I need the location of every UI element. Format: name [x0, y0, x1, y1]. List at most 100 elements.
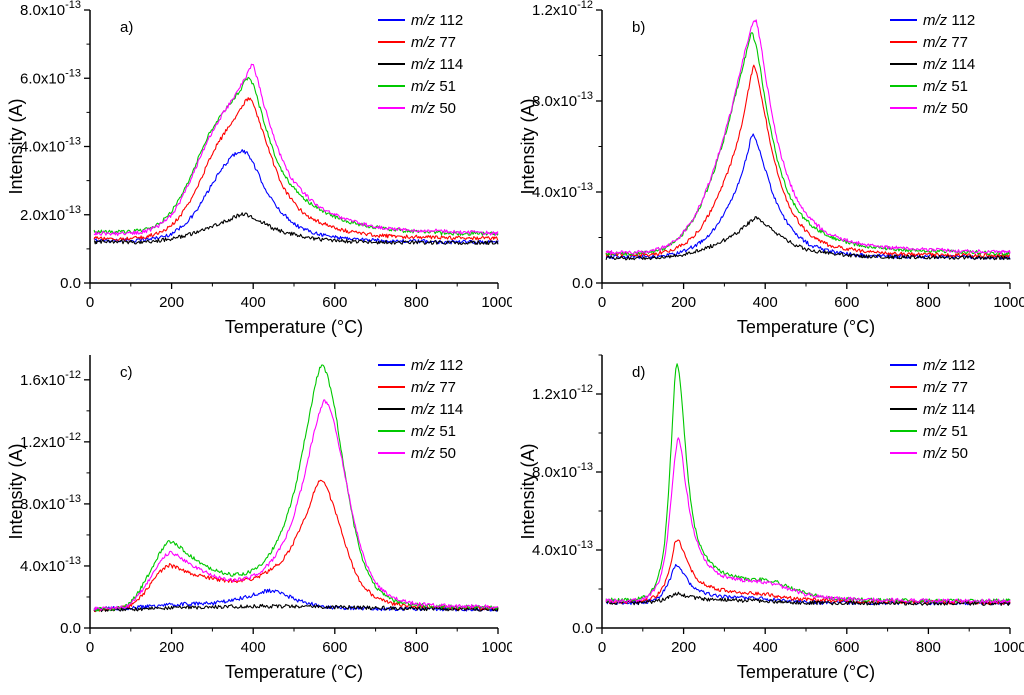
tick-label: 600: [322, 639, 347, 656]
tick-label: 4.0x10-13: [20, 555, 81, 575]
series-line-m-z-114: [93, 212, 499, 246]
series-curves: [93, 364, 499, 613]
tick-label: 200: [671, 639, 696, 656]
tick-label: 800: [916, 294, 941, 311]
y-axis-title: Intensity (A): [6, 443, 26, 539]
tick-label: 600: [834, 639, 859, 656]
tick-label: 0: [598, 639, 606, 656]
legend-label: m/z 51: [923, 78, 968, 95]
tick-label: 8.0x10-13: [532, 461, 593, 481]
x-axis-ticks: 0 200 400 600 800 1000: [86, 283, 515, 311]
legend-label: m/z 114: [411, 56, 463, 73]
y-axis-ticks: 0.0 2.0x10-13 4.0x10-13 6.0x10-13 8.0x10-13: [20, 0, 90, 292]
y-axis-ticks: 0.0 4.0x10-13 8.0x10-13 1.2x10-12 1.6x10-12: [20, 369, 90, 637]
legend-label: m/z 51: [411, 423, 456, 440]
legend-label: m/z 77: [411, 34, 456, 51]
tick-label: 800: [404, 294, 429, 311]
series-curves: [605, 19, 1011, 261]
panel-letter: a): [120, 19, 133, 36]
y-axis-title: Intensity (A): [518, 98, 538, 194]
tick-label: 600: [834, 294, 859, 311]
legend: m/z 112 m/z 77 m/z 114 m/z 51 m/z 50: [378, 357, 463, 462]
series-line-m-z-77: [605, 64, 1011, 258]
chart-svg: 0 200 400 600 800 1000 0.0 4.0x10-13 8.0x10-13 1.…: [6, 355, 515, 682]
y-axis-ticks: 0.0 4.0x10-13 8.0x10-13 1.2x10-12: [532, 354, 602, 637]
chart-svg: 0 200 400 600 800 1000 0.0 2.0x10-13 4.0x10-13 6.…: [6, 0, 515, 337]
legend-label: m/z 50: [923, 445, 968, 462]
x-axis-title: Temperature (°C): [225, 662, 363, 682]
legend: m/z 112 m/z 77 m/z 114 m/z 51 m/z 50: [890, 12, 975, 117]
x-axis-ticks: 0 200 400 600 800 1000: [86, 628, 515, 656]
panel-letter: c): [120, 364, 133, 381]
legend-label: m/z 77: [923, 379, 968, 396]
series-line-m-z-77: [93, 479, 499, 613]
legend-label: m/z 50: [411, 100, 456, 117]
legend-label: m/z 112: [923, 12, 975, 29]
series-line-m-z-50: [605, 437, 1011, 604]
x-axis-title: Temperature (°C): [737, 317, 875, 337]
legend: m/z 112 m/z 77 m/z 114 m/z 51 m/z 50: [378, 12, 463, 117]
tick-label: 4.0x10-13: [532, 181, 593, 201]
series-line-m-z-114: [605, 216, 1011, 261]
legend-label: m/z 77: [923, 34, 968, 51]
series-line-m-z-112: [93, 149, 499, 245]
tick-label: 1000: [993, 294, 1024, 311]
tick-label: 1.6x10-12: [20, 369, 81, 389]
legend-label: m/z 112: [411, 12, 463, 29]
x-axis-title: Temperature (°C): [225, 317, 363, 337]
tick-label: 200: [159, 639, 184, 656]
tick-label: 800: [404, 639, 429, 656]
y-axis-title: Intensity (A): [518, 443, 538, 539]
tick-label: 1000: [481, 294, 512, 311]
legend-label: m/z 112: [923, 357, 975, 374]
series-line-m-z-51: [605, 363, 1011, 604]
tick-label: 2.0x10-13: [20, 204, 81, 224]
tick-label: 400: [241, 294, 266, 311]
tick-label: 8.0x10-13: [20, 0, 81, 19]
series-line-m-z-77: [605, 539, 1011, 605]
tick-label: 8.0x10-13: [20, 493, 81, 513]
tick-label: 4.0x10-13: [532, 539, 593, 559]
tick-label: 1000: [481, 639, 512, 656]
x-axis-ticks: 0 200 400 600 800 1000: [598, 283, 1024, 311]
series-line-m-z-77: [93, 97, 499, 242]
legend-label: m/z 50: [411, 445, 456, 462]
series-line-m-z-51: [93, 364, 499, 612]
legend-label: m/z 51: [411, 78, 456, 95]
tick-label: 0.0: [572, 275, 593, 292]
series-line-m-z-50: [93, 63, 499, 237]
chart-panel-d: 0 200 400 600 800 1000 0.0 4.0x10-13 8.0x10-13 1.…: [512, 345, 1024, 690]
tick-label: 0: [598, 294, 606, 311]
legend-label: m/z 51: [923, 423, 968, 440]
y-axis-title: Intensity (A): [6, 98, 26, 194]
tick-label: 4.0x10-13: [20, 136, 81, 156]
tick-label: 6.0x10-13: [20, 67, 81, 87]
tick-label: 8.0x10-13: [532, 90, 593, 110]
panel-letter: d): [632, 364, 645, 381]
tick-label: 600: [322, 294, 347, 311]
series-line-m-z-50: [93, 399, 499, 611]
legend-label: m/z 50: [923, 100, 968, 117]
tick-label: 0.0: [60, 275, 81, 292]
chart-panel-b: 0 200 400 600 800 1000 0.0 4.0x10-13 8.0x10-13 1.…: [512, 0, 1024, 345]
legend: m/z 112 m/z 77 m/z 114 m/z 51 m/z 50: [890, 357, 975, 462]
tick-label: 1.2x10-12: [20, 431, 81, 451]
tick-label: 400: [753, 639, 778, 656]
legend-label: m/z 114: [923, 401, 975, 418]
tick-label: 0: [86, 639, 94, 656]
tick-label: 400: [753, 294, 778, 311]
tick-label: 800: [916, 639, 941, 656]
tick-label: 200: [671, 294, 696, 311]
chart-panel-a: 0 200 400 600 800 1000 0.0 2.0x10-13 4.0x10-13 6.…: [0, 0, 515, 345]
x-axis-title: Temperature (°C): [737, 662, 875, 682]
series-line-m-z-114: [605, 591, 1011, 606]
series-curves: [605, 363, 1011, 606]
chart-svg: 0 200 400 600 800 1000 0.0 4.0x10-13 8.0x10-13 1.…: [518, 0, 1024, 337]
series-line-m-z-50: [605, 19, 1011, 255]
series-line-m-z-112: [605, 133, 1011, 260]
tick-label: 0: [86, 294, 94, 311]
legend-label: m/z 112: [411, 357, 463, 374]
series-curves: [93, 63, 499, 246]
legend-label: m/z 114: [923, 56, 975, 73]
